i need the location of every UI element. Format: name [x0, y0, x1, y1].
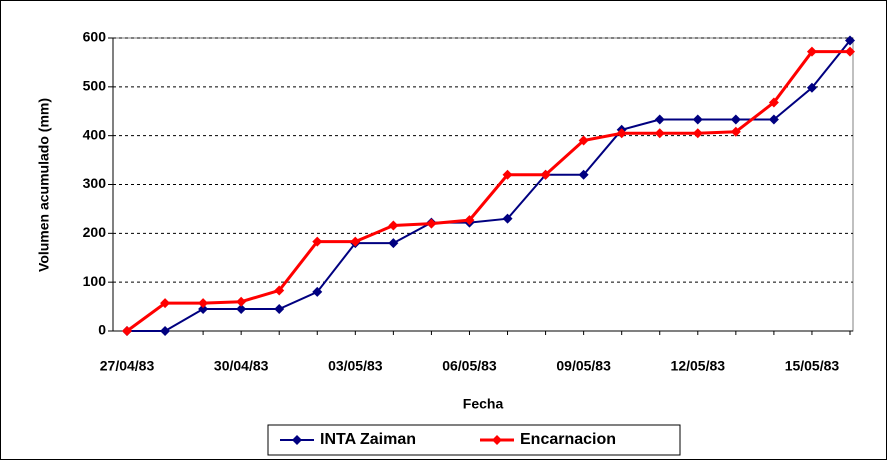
legend-label: INTA Zaiman [320, 431, 416, 448]
x-tick-label: 06/05/83 [442, 358, 497, 374]
data-point [654, 128, 665, 139]
data-point [845, 46, 855, 57]
data-point [540, 169, 551, 180]
y-tick-label: 200 [83, 224, 107, 240]
x-tick-label: 09/05/83 [556, 358, 611, 374]
data-point [312, 236, 323, 247]
x-tick-label: 27/04/83 [100, 358, 155, 374]
data-point [236, 296, 247, 307]
x-tick-label: 03/05/83 [328, 358, 383, 374]
data-point [692, 128, 703, 139]
data-point [312, 286, 323, 297]
data-point [198, 298, 209, 309]
data-point [768, 97, 779, 108]
x-tick-label: 30/04/83 [214, 358, 269, 374]
y-axis-title: Volumen acumulado (mm) [36, 98, 52, 272]
data-point [578, 169, 589, 180]
data-point [502, 169, 513, 180]
legend [267, 424, 681, 456]
legend-marker [492, 435, 502, 445]
y-tick-label: 500 [83, 78, 107, 94]
data-point [502, 213, 513, 224]
data-point [806, 82, 817, 93]
data-point [388, 238, 399, 249]
data-point [692, 114, 703, 125]
x-axis-title: Fecha [463, 396, 504, 412]
data-point [730, 114, 741, 125]
data-point [806, 46, 817, 57]
data-point [730, 126, 741, 137]
data-point [464, 215, 475, 226]
data-point [578, 135, 589, 146]
data-point [122, 326, 132, 336]
x-tick-label: 12/05/83 [671, 358, 726, 374]
data-point [274, 285, 285, 296]
x-tick-label: 15/05/83 [785, 358, 840, 374]
data-point [388, 220, 399, 231]
y-tick-label: 100 [83, 273, 107, 289]
data-point [616, 128, 627, 139]
y-tick-label: 600 [83, 29, 107, 45]
data-point [426, 218, 437, 229]
data-point [768, 114, 779, 125]
legend-label: Encarnacion [520, 431, 616, 448]
data-point [236, 304, 247, 315]
data-point [160, 298, 171, 309]
data-point [654, 114, 665, 125]
data-point [198, 304, 209, 315]
y-tick-label: 300 [83, 175, 107, 191]
series-line [126, 50, 850, 333]
data-point [160, 326, 171, 336]
plot-area [112, 37, 854, 332]
data-point [845, 35, 855, 46]
data-point [274, 304, 285, 315]
y-tick-label: 0 [98, 322, 106, 338]
data-point [350, 236, 361, 247]
legend-marker [292, 435, 302, 445]
series-line [127, 39, 851, 332]
y-tick-label: 400 [83, 126, 107, 142]
